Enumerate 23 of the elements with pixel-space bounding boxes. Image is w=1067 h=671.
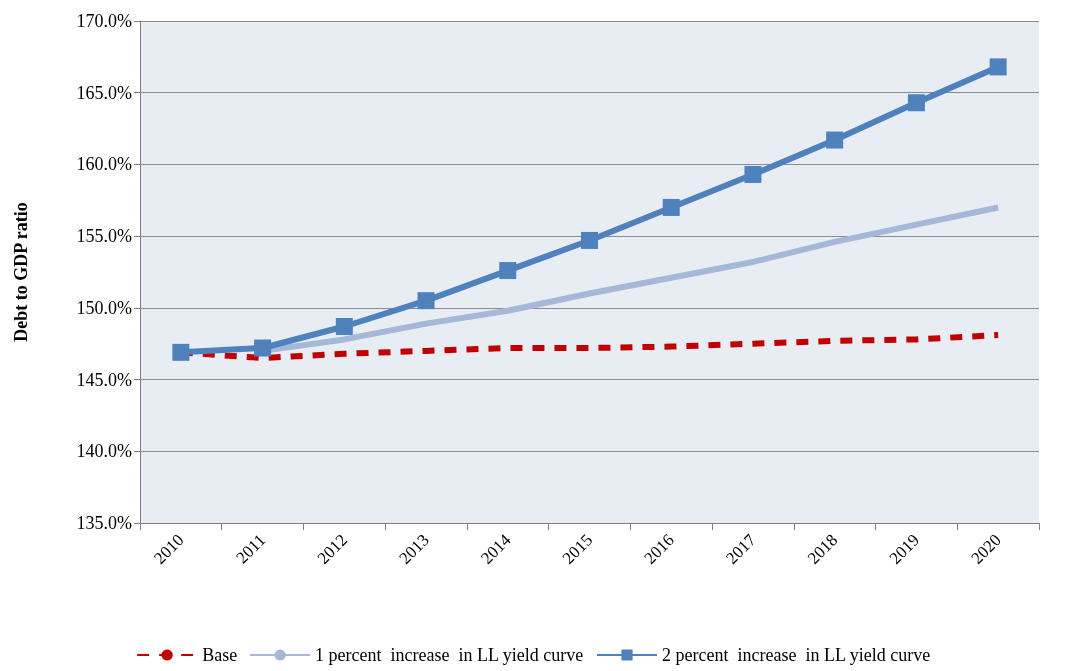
- point: [907, 94, 925, 112]
- y-tick-label: 140.0%: [76, 441, 132, 462]
- y-tick-label: 155.0%: [76, 226, 132, 247]
- point: [581, 231, 598, 249]
- point: [172, 343, 190, 361]
- y-tick-label: 160.0%: [76, 154, 132, 175]
- point: [744, 165, 762, 183]
- y-axis-title: Debt to GDP ratio: [11, 202, 31, 342]
- point: [826, 131, 844, 149]
- point: [499, 262, 517, 280]
- y-tick-label: 170.0%: [76, 11, 132, 31]
- y-tick-label: 165.0%: [76, 82, 132, 103]
- y-tick-label: 135.0%: [76, 513, 132, 533]
- point: [417, 292, 435, 310]
- y-tick-label: 150.0%: [76, 297, 132, 318]
- y-tick-label: 145.0%: [76, 369, 132, 390]
- legend-label: 2 percent increase in LL yield curve: [661, 645, 931, 665]
- legend-label: 1 percent increase in LL yield curve: [315, 645, 584, 665]
- point: [254, 339, 272, 357]
- point: [335, 318, 353, 335]
- point: [989, 58, 1007, 76]
- point: [662, 198, 680, 216]
- legend-label: Base: [202, 645, 238, 665]
